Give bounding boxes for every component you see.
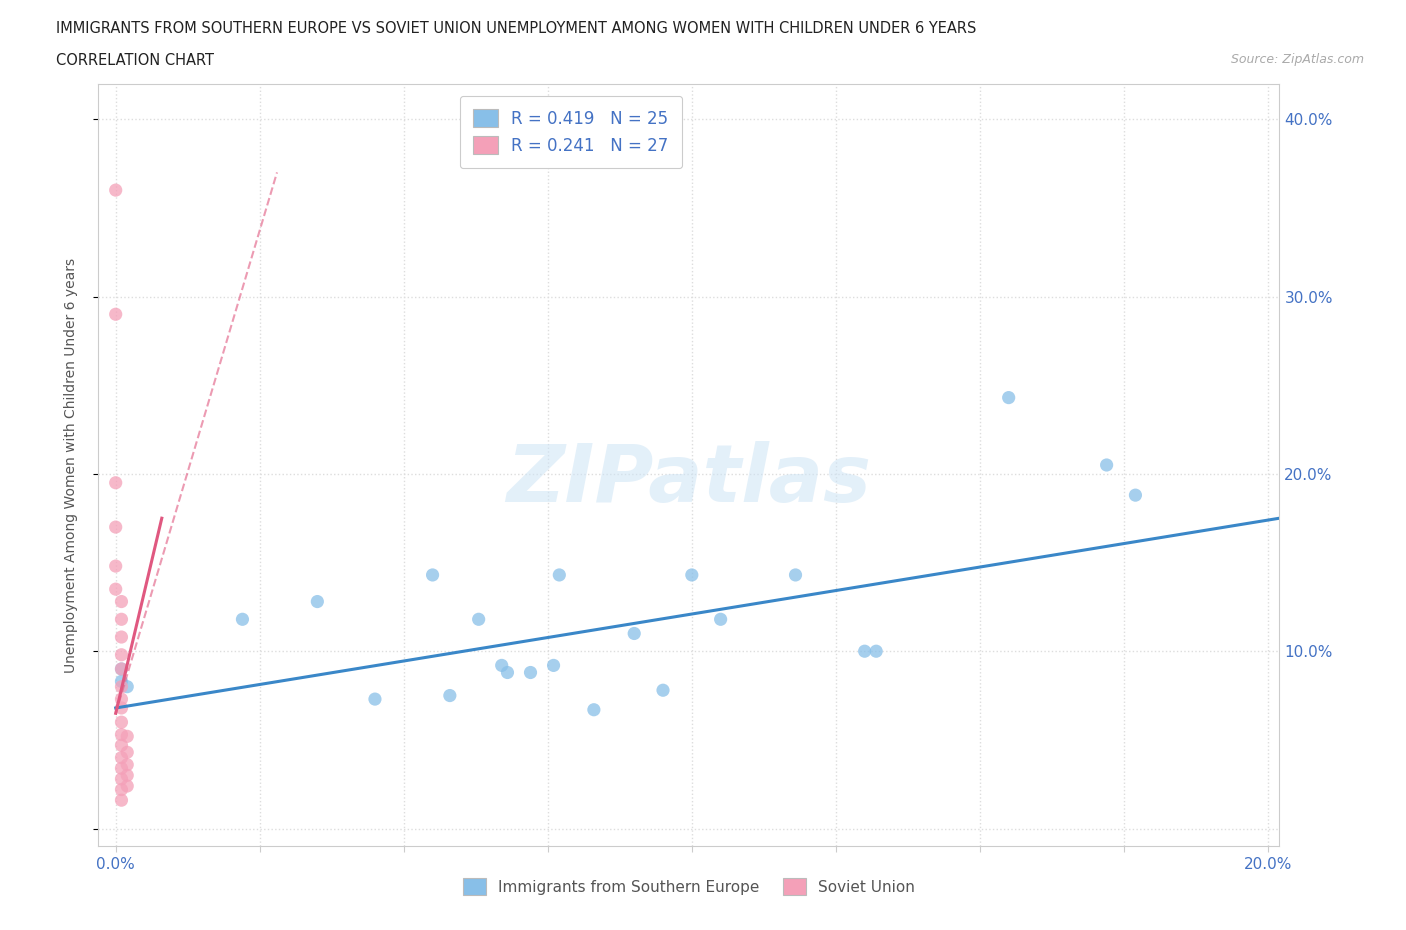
Point — [110, 594, 132, 609]
Point — [110, 674, 132, 689]
Point — [623, 626, 645, 641]
Point — [496, 665, 519, 680]
Point — [110, 692, 132, 707]
Text: CORRELATION CHART: CORRELATION CHART — [56, 53, 214, 68]
Point — [110, 727, 132, 742]
Point — [104, 520, 127, 535]
Point — [422, 567, 444, 582]
Point — [110, 661, 132, 676]
Point — [110, 612, 132, 627]
Point — [710, 612, 733, 627]
Point — [853, 644, 876, 658]
Point — [231, 612, 253, 627]
Point — [110, 737, 132, 752]
Point — [110, 679, 132, 694]
Point — [110, 715, 132, 730]
Y-axis label: Unemployment Among Women with Children Under 6 years: Unemployment Among Women with Children U… — [63, 258, 77, 672]
Point — [104, 475, 127, 490]
Legend: Immigrants from Southern Europe, Soviet Union: Immigrants from Southern Europe, Soviet … — [451, 866, 927, 908]
Point — [115, 768, 138, 783]
Point — [110, 647, 132, 662]
Point — [543, 658, 565, 672]
Point — [439, 688, 461, 703]
Point — [110, 700, 132, 715]
Point — [307, 594, 329, 609]
Point — [110, 751, 132, 765]
Text: ZIPatlas: ZIPatlas — [506, 441, 872, 519]
Point — [115, 679, 138, 694]
Point — [467, 612, 489, 627]
Point — [115, 745, 138, 760]
Text: IMMIGRANTS FROM SOUTHERN EUROPE VS SOVIET UNION UNEMPLOYMENT AMONG WOMEN WITH CH: IMMIGRANTS FROM SOUTHERN EUROPE VS SOVIE… — [56, 21, 977, 36]
Point — [364, 692, 387, 707]
Point — [548, 567, 571, 582]
Point — [110, 630, 132, 644]
Point — [865, 644, 887, 658]
Point — [1125, 487, 1147, 502]
Point — [582, 702, 605, 717]
Text: Source: ZipAtlas.com: Source: ZipAtlas.com — [1230, 53, 1364, 66]
Point — [110, 772, 132, 787]
Point — [115, 729, 138, 744]
Point — [104, 182, 127, 197]
Point — [785, 567, 807, 582]
Point — [110, 761, 132, 776]
Point — [652, 683, 675, 698]
Point — [115, 778, 138, 793]
Point — [491, 658, 513, 672]
Point — [104, 559, 127, 574]
Point — [104, 581, 127, 596]
Point — [681, 567, 703, 582]
Point — [104, 307, 127, 322]
Point — [110, 782, 132, 797]
Point — [110, 792, 132, 807]
Point — [115, 757, 138, 772]
Point — [1095, 458, 1118, 472]
Point — [997, 391, 1019, 405]
Point — [519, 665, 541, 680]
Point — [110, 661, 132, 676]
